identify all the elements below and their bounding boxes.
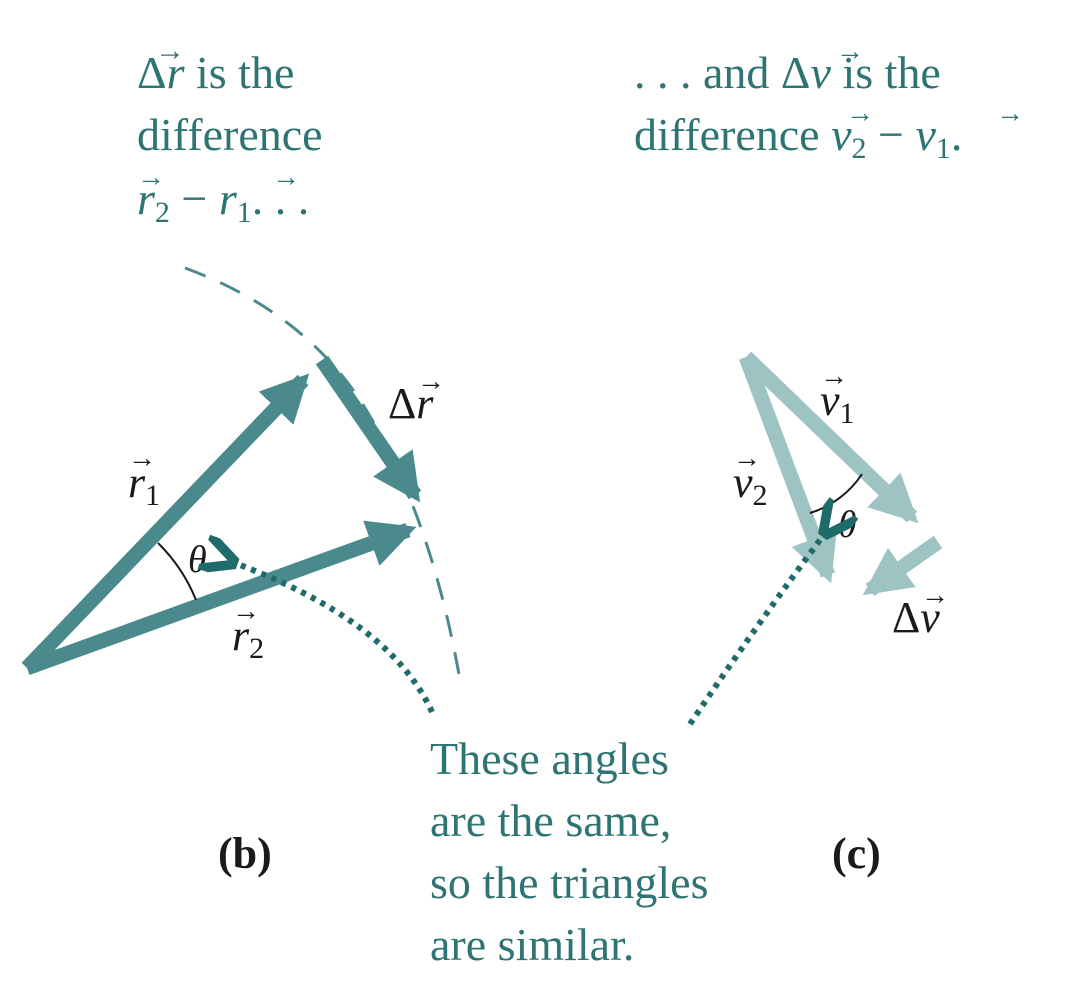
label-delta-v-arrow: →: [921, 580, 949, 611]
caption-right-arrow-v1: →: [996, 98, 1024, 129]
circular-path-arc: [184, 266, 462, 681]
label-r1: r1: [128, 458, 160, 512]
vector-v2-arrow: [738, 354, 837, 584]
note-line-3: so the triangles: [430, 857, 709, 908]
label-delta-r: Δr: [388, 379, 434, 428]
caption-left-line-2: difference: [137, 109, 323, 160]
note-line-4: are similar.: [430, 919, 634, 970]
angle-theta-b: θ: [188, 539, 207, 581]
caption-left-arrow-r1: →: [272, 162, 300, 193]
note-line-2: are the same,: [430, 795, 671, 846]
label-r2-arrow: →: [232, 596, 260, 627]
caption-right-arrow-1: →: [836, 36, 864, 67]
note-line-1: These angles: [430, 733, 669, 784]
vector-v1-arrow: [740, 351, 919, 524]
label-v1: v1: [820, 376, 855, 430]
label-v2-arrow: →: [733, 443, 761, 474]
label-delta-r-arrow: →: [417, 366, 445, 397]
label-r2: r2: [232, 611, 264, 665]
delta-v-arrow: [862, 535, 943, 597]
caption-right-line-1: . . . and Δv is the: [634, 47, 941, 98]
pointer-to-angle-c: [687, 532, 826, 726]
panel-label-c: (c): [832, 829, 881, 878]
vector-r1-arrow: [21, 373, 310, 674]
caption-left-arrow-r2: →: [137, 162, 165, 193]
panel-label-b: (b): [218, 829, 272, 878]
note-block: These angles are the same, so the triang…: [430, 733, 709, 970]
caption-right-arrow-v2: →: [846, 98, 874, 129]
label-delta-v: Δv: [892, 593, 940, 642]
caption-left-line-1: Δr is the: [137, 47, 294, 98]
label-v1-arrow: →: [820, 361, 848, 392]
caption-left-arrow-1: →: [155, 34, 185, 67]
angle-arc-b: [157, 542, 197, 601]
label-v2: v2: [733, 458, 768, 512]
caption-left-line-3: r2 − r1. . .: [137, 173, 309, 229]
label-r1-arrow: →: [128, 443, 156, 474]
delta-r-arrow: [315, 355, 422, 503]
caption-right-line-2: difference v2 − v1.: [634, 109, 962, 165]
angle-theta-c: θ: [838, 504, 857, 546]
pointer-to-angle-b: [232, 562, 435, 714]
vector-r2-arrow: [24, 520, 417, 676]
